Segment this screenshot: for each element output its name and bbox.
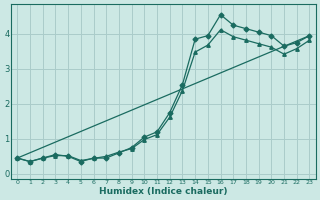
X-axis label: Humidex (Indice chaleur): Humidex (Indice chaleur) xyxy=(99,187,228,196)
